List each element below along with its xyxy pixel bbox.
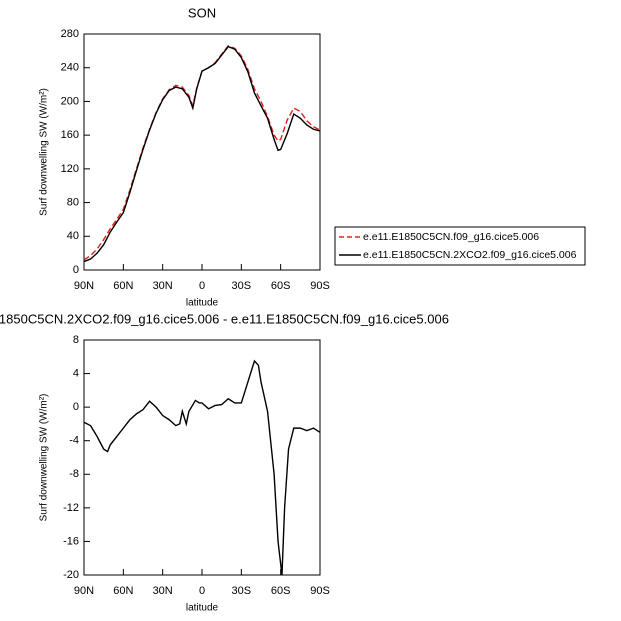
plot-frame — [83, 33, 321, 271]
legend-label: e.e11.E1850C5CN.f09_g16.cice5.006 — [363, 231, 539, 243]
y-tick-label: 120 — [61, 163, 79, 175]
y-axis-label: Surf downwelling SW (W/m²) — [39, 88, 50, 216]
plot-frame — [83, 339, 321, 576]
y-tick-label: -4 — [69, 435, 79, 447]
x-tick-label: 0 — [199, 585, 205, 597]
y-tick-label: 80 — [67, 196, 79, 208]
x-tick-label: 60S — [271, 585, 291, 597]
y-tick-label: 200 — [61, 95, 79, 107]
y-tick-label: 8 — [73, 334, 79, 346]
x-axis-label: latitude — [186, 603, 219, 614]
x-tick-label: 90S — [310, 585, 330, 597]
y-tick-label: -12 — [63, 502, 79, 514]
y-tick-label: -20 — [63, 569, 79, 581]
x-tick-label: 0 — [199, 280, 205, 292]
data-line — [83, 45, 321, 263]
y-tick-label: 240 — [61, 62, 79, 74]
x-tick-label: 30S — [232, 280, 252, 292]
chart-title: e.e11.E1850C5CN.2XCO2.f09_g16.cice5.006 … — [0, 311, 449, 326]
legend-box — [334, 226, 586, 266]
y-tick-label: 40 — [67, 230, 79, 242]
chart-title: SON — [188, 5, 216, 20]
x-tick-label: 90S — [310, 280, 330, 292]
x-tick-label: 90N — [74, 585, 94, 597]
x-axis-label: latitude — [186, 298, 219, 309]
y-tick-label: 0 — [73, 401, 79, 413]
x-tick-label: 30N — [153, 585, 173, 597]
y-tick-label: 0 — [73, 264, 79, 276]
legend-label: e.e11.E1850C5CN.2XCO2.f09_g16.cice5.006 — [363, 249, 577, 261]
y-tick-label: 280 — [61, 28, 79, 40]
y-tick-label: 160 — [61, 129, 79, 141]
x-tick-label: 60N — [113, 585, 133, 597]
x-tick-label: 30S — [232, 585, 252, 597]
x-tick-label: 30N — [153, 280, 173, 292]
y-axis-label: Surf downwelling SW (W/m²) — [39, 394, 50, 522]
data-line — [83, 44, 321, 261]
y-tick-label: -8 — [69, 468, 79, 480]
y-tick-label: -16 — [63, 535, 79, 547]
x-tick-label: 60S — [271, 280, 291, 292]
y-tick-label: 4 — [73, 367, 79, 379]
data-line — [83, 359, 321, 576]
x-tick-label: 60N — [113, 280, 133, 292]
x-tick-label: 90N — [74, 280, 94, 292]
